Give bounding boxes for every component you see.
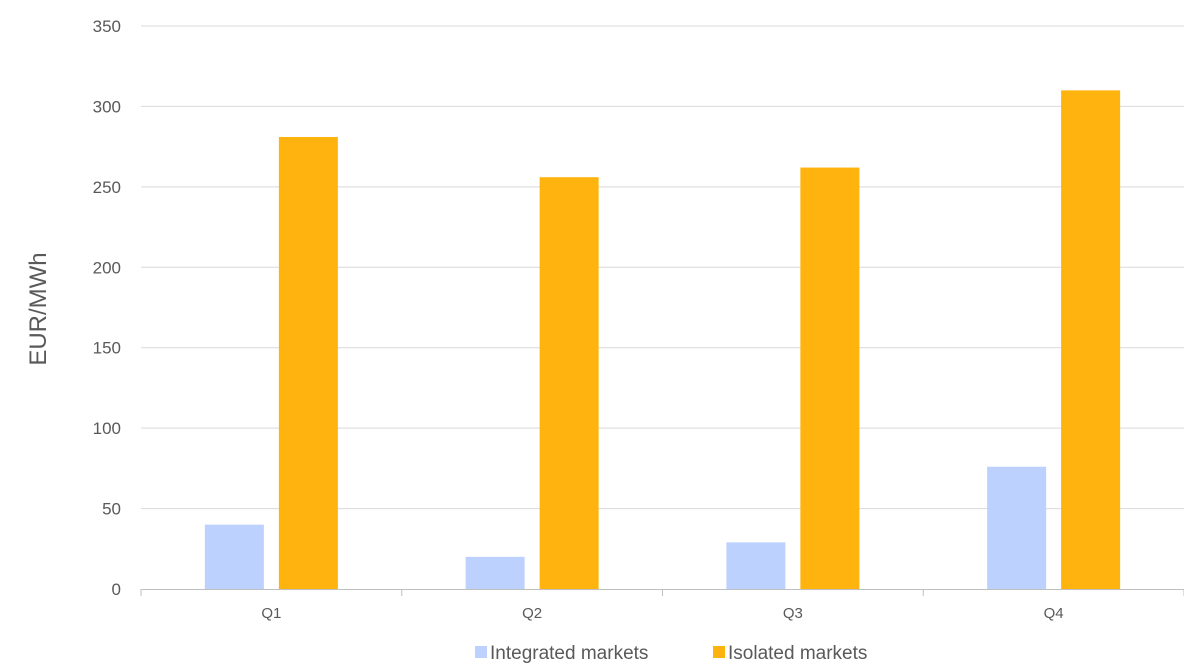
x-tick-label: Q2 bbox=[522, 605, 542, 622]
y-tick-label: 150 bbox=[93, 339, 121, 358]
y-tick-label: 0 bbox=[112, 580, 121, 599]
y-tick-label: 100 bbox=[93, 419, 121, 438]
legend-label: Integrated markets bbox=[490, 643, 648, 664]
y-tick-label: 300 bbox=[93, 97, 121, 116]
bar-integrated-markets bbox=[987, 466, 1047, 589]
bar-integrated-markets bbox=[465, 556, 525, 589]
y-tick-label: 50 bbox=[102, 500, 121, 519]
bar-isolated-markets bbox=[278, 136, 338, 589]
y-tick-label: 350 bbox=[93, 17, 121, 36]
legend-swatch bbox=[475, 646, 487, 658]
y-tick-label: 200 bbox=[93, 258, 121, 277]
y-tick-label: 250 bbox=[93, 178, 121, 197]
x-tick-label: Q1 bbox=[261, 605, 281, 622]
y-axis-ticks: 0 50 100 150 200 250 300 350 bbox=[93, 17, 121, 599]
legend-swatch bbox=[713, 646, 725, 658]
bars bbox=[204, 90, 1121, 589]
x-tick-label: Q4 bbox=[1044, 605, 1064, 622]
bar-isolated-markets bbox=[1061, 90, 1121, 589]
bar-isolated-markets bbox=[539, 177, 599, 589]
bar-isolated-markets bbox=[800, 167, 860, 589]
bar-integrated-markets bbox=[204, 524, 264, 589]
legend: Integrated markets Isolated markets bbox=[475, 643, 867, 664]
x-tick-label: Q3 bbox=[783, 605, 803, 622]
bar-integrated-markets bbox=[726, 542, 786, 589]
legend-label: Isolated markets bbox=[728, 643, 867, 664]
x-axis: Q1 Q2 Q3 Q4 bbox=[140, 589, 1184, 622]
y-axis-label: EUR/MWh bbox=[25, 252, 52, 365]
